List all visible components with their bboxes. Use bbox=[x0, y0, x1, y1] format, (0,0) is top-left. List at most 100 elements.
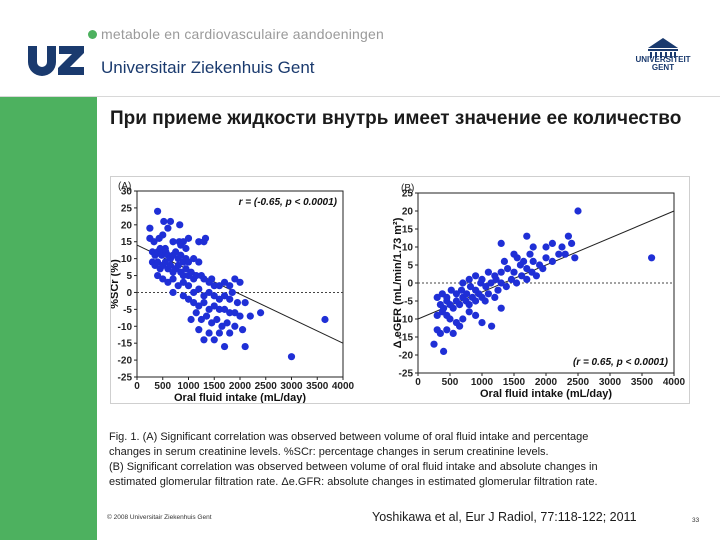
data-point bbox=[443, 293, 451, 301]
data-point bbox=[176, 221, 184, 229]
institution-name: Universitair Ziekenhuis Gent bbox=[101, 58, 315, 77]
data-point bbox=[220, 305, 229, 313]
y-tick-label: -5 bbox=[404, 297, 413, 308]
data-point bbox=[210, 336, 218, 344]
copyright-notice: © 2008 Universitair Ziekenhuis Gent bbox=[107, 514, 212, 521]
data-point bbox=[174, 282, 182, 290]
data-point bbox=[465, 301, 473, 309]
x-tick-label: 2000 bbox=[535, 377, 558, 388]
data-point bbox=[202, 312, 211, 320]
data-point bbox=[223, 319, 231, 327]
data-point bbox=[481, 297, 489, 305]
regression-line bbox=[417, 210, 675, 320]
data-point bbox=[220, 342, 229, 351]
data-point bbox=[197, 315, 205, 324]
brand-sidebar bbox=[0, 97, 97, 540]
data-point bbox=[195, 285, 203, 293]
data-point bbox=[215, 282, 223, 290]
y-tick-label: 20 bbox=[121, 220, 133, 231]
x-tick-label: 2500 bbox=[255, 381, 278, 392]
data-point bbox=[452, 290, 460, 298]
data-point bbox=[150, 238, 158, 246]
data-point bbox=[169, 238, 177, 246]
data-point bbox=[154, 207, 162, 215]
data-point bbox=[200, 336, 208, 344]
data-point bbox=[231, 309, 239, 317]
data-point bbox=[208, 275, 216, 283]
data-point bbox=[472, 297, 480, 305]
y-tick-label: 15 bbox=[121, 237, 133, 248]
y-tick-label: -25 bbox=[399, 369, 414, 380]
data-point bbox=[195, 326, 203, 334]
data-point bbox=[478, 319, 486, 327]
x-axis-label: Oral fluid intake (mL/day) bbox=[174, 392, 306, 403]
data-point bbox=[192, 271, 200, 280]
data-point bbox=[210, 282, 218, 290]
x-axis-label: Oral fluid intake (mL/day) bbox=[480, 388, 612, 400]
data-point bbox=[542, 254, 550, 262]
data-point bbox=[502, 283, 510, 291]
data-point bbox=[236, 312, 244, 320]
y-tick-label: -5 bbox=[123, 305, 132, 316]
data-point bbox=[184, 282, 193, 290]
data-point bbox=[236, 278, 244, 286]
x-tick-label: 3500 bbox=[631, 377, 654, 388]
data-point bbox=[218, 322, 226, 330]
data-point bbox=[510, 250, 518, 258]
data-point bbox=[561, 250, 569, 258]
data-point bbox=[463, 290, 471, 298]
data-point bbox=[433, 293, 441, 301]
data-point bbox=[497, 279, 505, 287]
data-point bbox=[564, 232, 572, 240]
data-point bbox=[523, 232, 531, 240]
y-tick-label: -15 bbox=[399, 333, 414, 344]
data-point bbox=[177, 251, 185, 259]
data-point bbox=[500, 257, 508, 265]
data-point bbox=[487, 279, 495, 287]
data-point bbox=[159, 231, 167, 239]
data-point bbox=[440, 304, 448, 312]
data-point bbox=[182, 265, 190, 273]
data-point bbox=[210, 302, 218, 310]
x-tick-label: 500 bbox=[442, 377, 459, 388]
data-point bbox=[510, 268, 518, 276]
data-point bbox=[497, 304, 505, 312]
data-point bbox=[195, 238, 203, 246]
x-tick-label: 4000 bbox=[332, 381, 355, 392]
data-point bbox=[447, 286, 455, 294]
data-point bbox=[526, 250, 534, 258]
data-point bbox=[452, 319, 460, 327]
data-point bbox=[548, 257, 556, 265]
x-tick-label: 1000 bbox=[471, 377, 494, 388]
data-point bbox=[200, 299, 208, 307]
data-point bbox=[558, 243, 566, 251]
tagline: metabole en cardiovasculaire aandoeninge… bbox=[101, 26, 384, 42]
data-point bbox=[246, 312, 254, 320]
data-point bbox=[184, 234, 193, 242]
data-point bbox=[504, 265, 512, 273]
y-tick-label: -10 bbox=[118, 322, 133, 333]
data-point bbox=[532, 272, 540, 280]
y-tick-label: 5 bbox=[126, 271, 132, 282]
data-point bbox=[172, 248, 180, 256]
data-point bbox=[146, 224, 154, 232]
data-point bbox=[226, 295, 234, 303]
data-point bbox=[321, 315, 329, 324]
data-point bbox=[220, 292, 229, 300]
correlation-annotation: r = (-0.65, p < 0.0001) bbox=[239, 197, 338, 208]
x-tick-label: 0 bbox=[134, 381, 140, 392]
data-point bbox=[529, 257, 537, 265]
data-point bbox=[497, 268, 505, 276]
ugent-logo-label: UNIVERSITEIT GENT bbox=[635, 55, 691, 72]
data-point bbox=[491, 293, 499, 301]
data-point bbox=[184, 295, 193, 303]
data-point bbox=[456, 301, 464, 309]
data-point bbox=[166, 217, 175, 226]
data-point bbox=[472, 311, 480, 319]
panel-label: (A) bbox=[118, 181, 131, 192]
caption-line: Fig. 1. (A) Significant correlation was … bbox=[109, 431, 589, 443]
data-point bbox=[482, 283, 490, 291]
y-tick-label: 25 bbox=[121, 203, 133, 214]
data-point bbox=[190, 288, 198, 297]
figure-caption: Fig. 1. (A) Significant correlation was … bbox=[109, 430, 709, 490]
